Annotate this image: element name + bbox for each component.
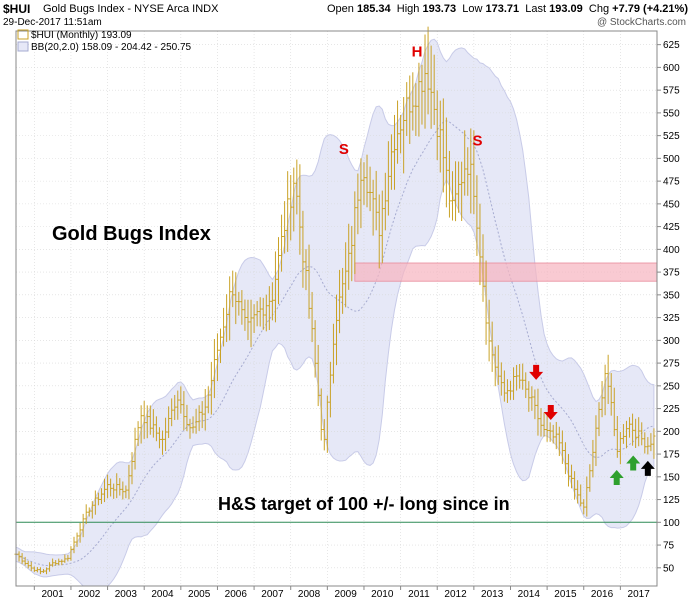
y-tick-label: 125 <box>663 495 680 506</box>
y-tick-label: 375 <box>663 268 680 279</box>
red-arrow-down-icon <box>543 404 558 420</box>
price-bars <box>14 26 656 575</box>
y-tick-label: 175 <box>663 450 680 461</box>
y-tick-label: 350 <box>663 290 680 301</box>
x-tick-label: 2015 <box>554 589 577 600</box>
chart-header: $HUI Gold Bugs Index - NYSE Arca INDX Op… <box>0 2 700 16</box>
y-tick-label: 525 <box>663 131 680 142</box>
hs-label-shoulder-left: S <box>339 141 349 158</box>
y-tick-label: 50 <box>663 563 675 574</box>
y-tick-label: 450 <box>663 199 680 210</box>
x-tick-label: 2007 <box>261 589 284 600</box>
hs-label-head: H <box>412 43 423 60</box>
grid <box>16 31 657 586</box>
hs-label-shoulder-right: S <box>473 133 483 150</box>
plot-frame <box>15 30 658 587</box>
x-tick-label: 2013 <box>481 589 504 600</box>
y-tick-label: 250 <box>663 381 680 392</box>
last-label: Last <box>525 3 547 15</box>
x-tick-label: 2008 <box>298 589 321 600</box>
chart-date: 29-Dec-2017 11:51am <box>3 17 102 28</box>
ohlc-readout: Open 185.34 High 193.73 Low 173.71 Last … <box>327 3 688 15</box>
x-tick-label: 2004 <box>151 589 174 600</box>
y-tick-label: 100 <box>663 518 680 529</box>
x-tick-label: 2009 <box>335 589 358 600</box>
legend-bb: BB(20,2.0) 158.09 - 204.42 - 250.75 <box>31 42 192 53</box>
legend-swatch-series <box>17 29 29 40</box>
chart-title: Gold Bugs Index - NYSE Arca INDX <box>43 3 219 15</box>
bollinger-mid-line <box>15 120 655 566</box>
y-tick-label: 400 <box>663 245 680 256</box>
annotations: S H S <box>339 43 655 485</box>
open-value: 185.34 <box>356 3 391 15</box>
y-tick-label: 200 <box>663 427 680 438</box>
stockcharts-brand: @ StockCharts.com <box>596 17 686 28</box>
chg-value: +7.79 (+4.21%) <box>612 3 688 15</box>
y-tick-label: 475 <box>663 177 680 188</box>
resistance-zone-rect <box>354 262 658 282</box>
y-tick-label: 75 <box>663 541 675 552</box>
legend-series: $HUI (Monthly) 193.09 <box>31 30 132 41</box>
axes: 50 75 100 125 150 175 200 225 250 275 300 325 350 375… <box>15 30 680 600</box>
chg-label: Chg <box>588 3 610 15</box>
high-label: High <box>396 3 420 15</box>
legend-swatch-bb <box>17 41 29 52</box>
last-value: 193.09 <box>549 3 583 15</box>
x-tick-label: 2001 <box>42 589 65 600</box>
symbol: $HUI <box>3 2 31 16</box>
y-tick-label: 150 <box>663 472 680 483</box>
x-tick-label: 2002 <box>78 589 101 600</box>
y-tick-label: 425 <box>663 222 680 233</box>
annotation-title: Gold Bugs Index <box>52 223 211 245</box>
y-tick-label: 300 <box>663 336 680 347</box>
x-tick-label: 2012 <box>444 589 467 600</box>
open-label: Open <box>327 3 354 15</box>
x-tick-label: 2006 <box>225 589 248 600</box>
x-tick-label: 2003 <box>115 589 138 600</box>
x-tick-label: 2016 <box>591 589 614 600</box>
low-label: Low <box>462 3 483 15</box>
y-tick-label: 550 <box>663 108 680 119</box>
annotation-target: H&S target of 100 +/- long since in <box>218 494 510 514</box>
x-tick-label: 2005 <box>188 589 211 600</box>
x-tick-label: 2011 <box>408 589 430 600</box>
chart-subheader: 29-Dec-2017 11:51am @ StockCharts.com <box>0 16 700 30</box>
y-tick-label: 325 <box>663 313 680 324</box>
x-tick-label: 2014 <box>518 589 541 600</box>
high-value: 193.73 <box>422 3 457 15</box>
green-arrow-up-icon <box>626 455 641 471</box>
y-tick-label: 500 <box>663 154 680 165</box>
y-tick-label: 225 <box>663 404 680 415</box>
red-arrow-down-icon <box>529 364 544 380</box>
y-tick-label: 625 <box>663 40 680 51</box>
y-tick-label: 575 <box>663 86 680 97</box>
y-tick-label: 600 <box>663 63 680 74</box>
y-tick-label: 275 <box>663 359 680 370</box>
x-tick-label: 2010 <box>371 589 394 600</box>
green-arrow-up-icon <box>609 470 624 485</box>
x-tick-label: 2017 <box>628 589 651 600</box>
black-arrow-up-icon <box>640 460 655 476</box>
low-value: 173.71 <box>485 3 520 15</box>
